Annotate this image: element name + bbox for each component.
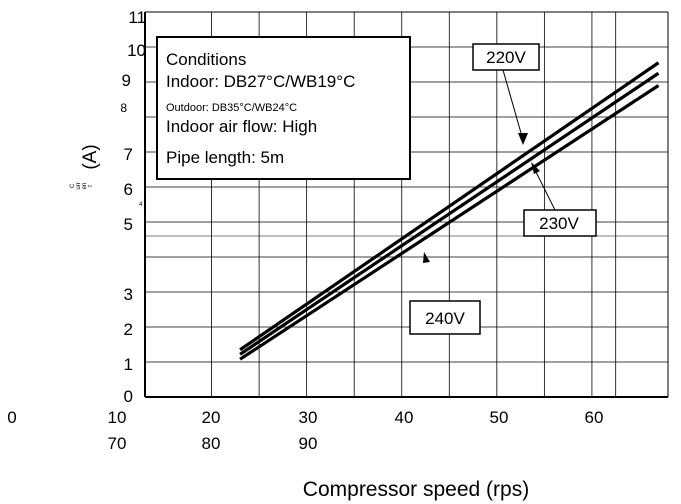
leader-230v [532,165,556,211]
series-line-240v [239,84,660,361]
x-tick-90: 90 [299,434,318,453]
leader-220v-arrow [518,133,528,145]
conditions-outdoor: Outdoor: DB35°C/WB24°C [166,102,297,114]
label-box-230v [523,209,597,237]
y-tick-6: 6 [124,180,133,199]
label-230v: 230V [539,214,579,233]
y-tick-8: 8 [120,101,127,115]
series-lines [239,61,660,361]
y-axis-fragment-2: urr [76,182,82,189]
y-tick-7: 7 [124,145,133,164]
y-axis-fragment-1: C [70,183,76,188]
x-tick-0: 0 [7,408,16,427]
x-axis-title: Compressor speed (rps) [303,478,529,501]
series-line-230v [239,71,660,356]
conditions-box-frame [156,36,411,180]
x-tick-40: 40 [395,408,414,427]
y-tick-5: 5 [124,215,133,234]
leader-230v-arrow [531,162,540,174]
y-tick-9: 9 [122,71,131,90]
label-box-240v [409,300,481,335]
x-tick-60: 60 [585,408,604,427]
conditions-indoor: Indoor: DB27°C/WB19°C [166,72,355,91]
conditions-pipe: Pipe length: 5m [166,148,284,167]
y-axis-fragment-3: en [82,183,88,190]
series-annotations: 220V 230V 240V [409,43,597,335]
x-tick-30: 30 [299,408,318,427]
y-tick-11: 11 [128,8,146,27]
y-axis-title-fragments: C urr en t [70,182,94,189]
y-tick-labels: 0 1 2 3 5 6 7 8 9 10 11 [120,8,146,406]
y-axis-title: (A) [80,144,101,169]
leader-220v [502,69,524,141]
conditions-box: Conditions Indoor: DB27°C/WB19°C Outdoor… [156,36,411,180]
x-tick-20: 20 [202,408,221,427]
y-tick-3: 3 [124,285,133,304]
x-tick-80: 80 [202,434,221,453]
x-tick-10: 10 [108,408,127,427]
y-tick-1: 1 [124,355,133,374]
y-axis-fragment-4: t [88,185,94,187]
x-tick-50: 50 [490,408,509,427]
y-tick-2: 2 [124,320,133,339]
label-220v: 220V [486,48,526,67]
leader-240v-arrow [423,252,430,263]
stray-mark: 4 [139,202,143,208]
label-box-220v [472,43,540,71]
conditions-title: Conditions [166,50,246,69]
series-line-220v [239,61,660,352]
conditions-airflow: Indoor air flow: High [166,117,317,136]
label-240v: 240V [425,309,465,328]
plot-frame [144,11,669,398]
x-tick-70: 70 [108,434,127,453]
x-tick-labels: 0 10 20 30 40 50 60 70 80 90 [7,408,603,453]
y-tick-10: 10 [127,41,146,60]
y-tick-0: 0 [124,387,133,406]
